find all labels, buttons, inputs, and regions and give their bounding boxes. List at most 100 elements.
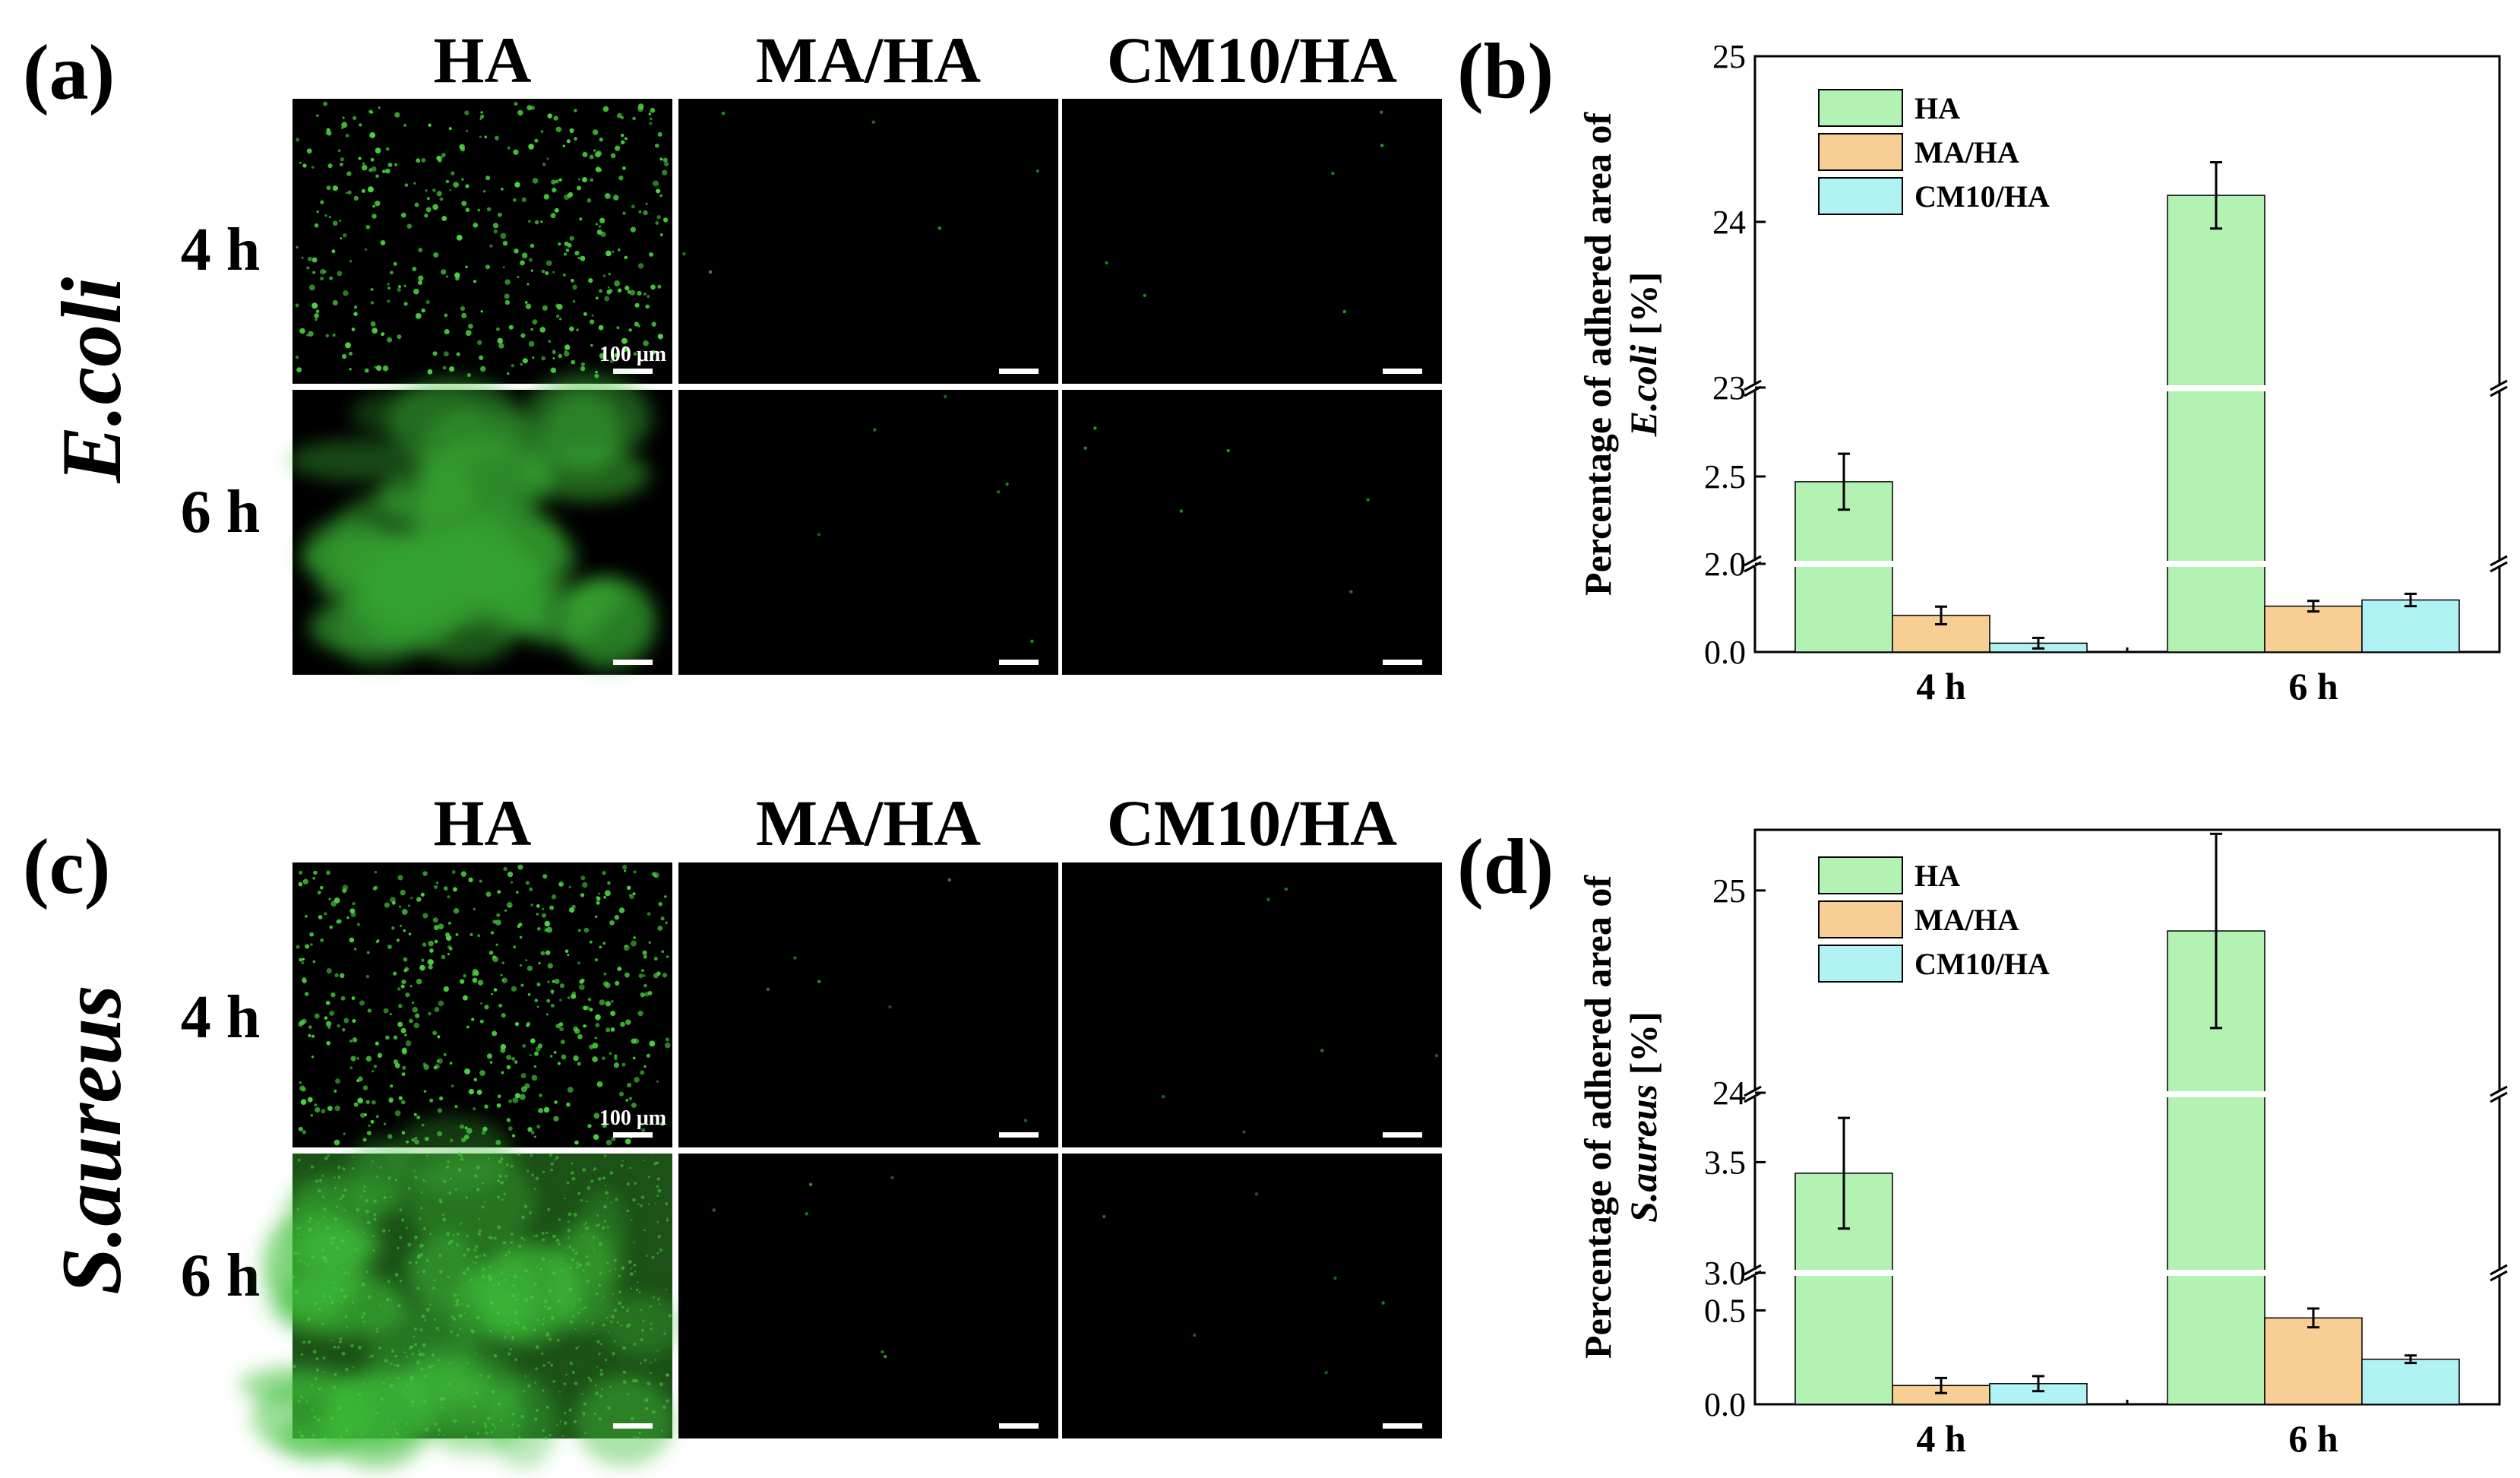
bacterium	[600, 231, 606, 238]
species-label-saureus: S.aureus	[45, 985, 139, 1295]
bacterium	[520, 1072, 526, 1078]
bacterium	[472, 1400, 474, 1404]
bacterium	[640, 1204, 643, 1207]
bacterium	[589, 1378, 593, 1382]
x-tick-label: 6 h	[2288, 665, 2338, 707]
bacterium	[340, 973, 345, 979]
bacterium	[307, 1317, 311, 1321]
bacterium	[311, 1255, 315, 1259]
bacterium	[433, 925, 439, 931]
bacterium	[442, 1179, 447, 1183]
bacterium	[530, 1131, 535, 1135]
bacterium	[475, 1255, 479, 1259]
bacterium	[602, 1226, 605, 1230]
bacterium	[623, 945, 630, 951]
bacterium	[349, 908, 356, 914]
bacterium	[479, 1019, 484, 1024]
bacterium	[400, 1218, 405, 1222]
bacterium	[325, 1226, 330, 1230]
bacterium	[489, 1329, 492, 1333]
bacterium	[587, 1376, 591, 1380]
bacterium	[407, 904, 410, 907]
bacterium	[484, 1005, 489, 1010]
bacterium	[459, 144, 465, 150]
bacterium	[501, 977, 508, 983]
bacterium	[403, 284, 406, 287]
bacterium	[304, 914, 308, 918]
bacterium	[514, 102, 518, 106]
bacterium	[420, 1369, 422, 1371]
bacterium	[473, 1078, 478, 1082]
bacterium	[557, 1062, 561, 1065]
bacterium	[817, 533, 821, 536]
bacterium	[571, 1302, 574, 1306]
bacterium	[306, 266, 310, 270]
bacterium	[315, 318, 318, 321]
bacterium	[353, 305, 358, 309]
bacterium	[458, 1313, 463, 1318]
bacterium	[547, 1362, 549, 1364]
bacterium	[421, 308, 425, 313]
axis-break-gap	[1740, 385, 2515, 391]
bacterium	[460, 871, 467, 877]
axis-break-mark	[1744, 1085, 1762, 1097]
bacterium	[452, 1419, 457, 1423]
bacterium	[609, 1052, 612, 1055]
bacterium	[370, 157, 375, 162]
bacterium	[362, 164, 368, 171]
bacterium	[567, 954, 570, 957]
bacterium	[599, 217, 605, 223]
bacterium	[569, 1320, 574, 1324]
bacterium	[553, 1051, 557, 1054]
bacterium	[356, 1207, 360, 1212]
bacterium	[423, 1090, 427, 1093]
bacterium	[535, 1176, 539, 1181]
y-axis-label-species: S.aureus	[1622, 1084, 1665, 1223]
bacterium	[533, 1051, 539, 1056]
bacterium	[456, 234, 463, 241]
bacterium	[492, 1030, 498, 1036]
bacterium	[381, 332, 385, 337]
bacterium	[487, 1416, 491, 1420]
bacterium	[479, 1002, 482, 1005]
bacterium	[645, 1407, 649, 1410]
bacterium	[504, 293, 510, 299]
bacterium	[397, 1304, 401, 1308]
bacterium	[997, 490, 1001, 494]
bacterium	[416, 897, 422, 902]
bacterium	[626, 1393, 629, 1396]
bacterium	[661, 950, 665, 954]
bacterium	[394, 1179, 398, 1182]
bacterium	[583, 927, 590, 933]
bacterium	[437, 1359, 440, 1362]
bacterium	[305, 944, 310, 949]
bacterium	[297, 1399, 301, 1404]
bacterium	[793, 956, 797, 960]
bacterium	[422, 913, 428, 919]
bacterium	[594, 958, 599, 962]
bacterium	[1161, 1094, 1165, 1099]
bacterium	[533, 1417, 538, 1422]
bacterium	[345, 1367, 349, 1372]
bacterium	[394, 1428, 397, 1431]
bacterium	[594, 151, 601, 158]
bacterium	[584, 1432, 587, 1435]
bacterium	[308, 284, 315, 291]
axis-break-gap	[1740, 1091, 2515, 1097]
bacterium	[341, 122, 348, 128]
bacterium	[361, 1282, 365, 1287]
bacterium	[558, 353, 562, 359]
bacterium	[490, 1236, 494, 1240]
bacterium	[382, 365, 389, 372]
bacterium	[400, 1100, 406, 1105]
bacterium	[554, 1100, 558, 1104]
bacterium	[304, 992, 309, 996]
bacterium	[521, 252, 528, 259]
bacterium	[571, 904, 576, 909]
bacterium	[610, 1011, 616, 1016]
bacterium	[511, 364, 515, 368]
biofilm-patch	[417, 407, 549, 507]
bacterium	[616, 1321, 620, 1324]
bacterium	[533, 1283, 537, 1287]
bacterium	[318, 915, 323, 919]
